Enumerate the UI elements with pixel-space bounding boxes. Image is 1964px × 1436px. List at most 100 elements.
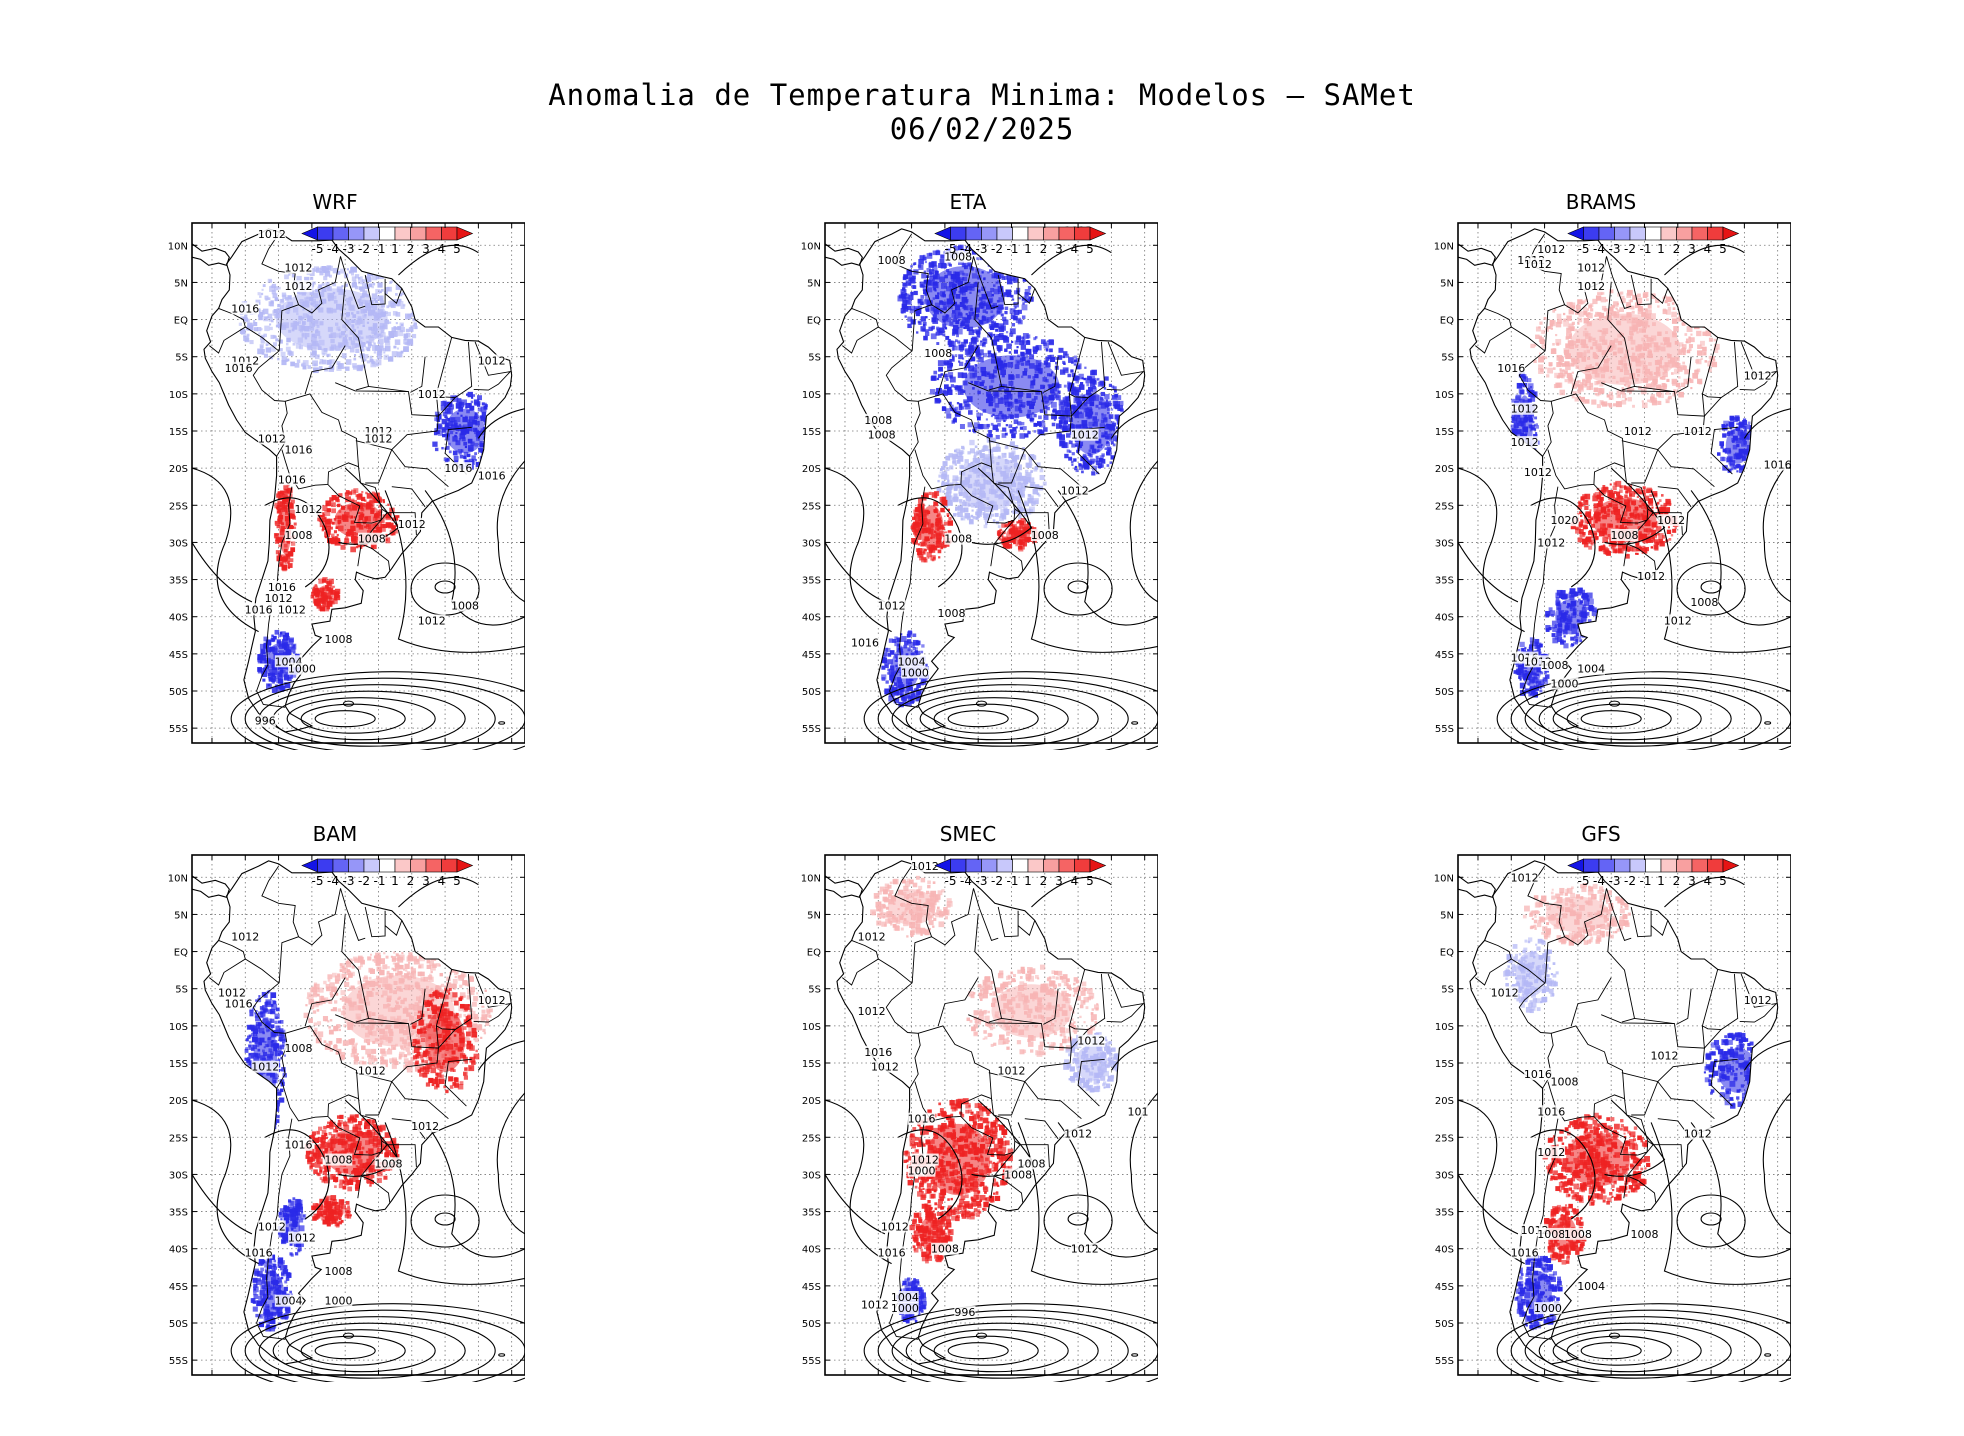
isobar-label: 1012 [398,518,426,531]
anomaly-pixel [1672,392,1677,397]
anomaly-pixel [1661,375,1666,380]
anomaly-pixel [286,636,290,640]
anomaly-pixel [1599,382,1604,387]
anomaly-pixel [1673,326,1679,332]
anomaly-pixel [290,541,296,546]
anomaly-pixel [907,316,913,322]
anomaly-pixel [939,327,945,334]
isobar-label: 1016 [444,462,472,475]
anomaly-pixel [382,500,386,504]
isobar-label-bg [254,714,276,727]
isobar-label-bg [851,636,879,649]
lat-label: 55S [802,724,821,735]
anomaly-pixel [274,297,279,302]
anomaly-pixel [944,375,949,380]
anomaly-pixel [1673,389,1676,392]
anomaly-pixel [1062,367,1069,374]
anomaly-pixel [240,316,243,319]
anomaly-pixel [376,354,382,360]
anomaly-pixel [1549,319,1555,325]
colorbar-swatch [394,226,411,241]
anomaly-pixel [260,339,265,344]
anomaly-pixel [957,511,963,518]
anomaly-pixel [1531,391,1538,398]
anomaly-pixel [902,296,909,303]
anomaly-pixel [1708,368,1712,373]
anomaly-pixel [277,518,280,522]
anomaly-pixel [951,455,956,460]
anomaly-pixel [287,487,293,493]
anomaly-pixel [967,451,971,455]
anomaly-pixel [361,348,365,352]
anomaly-pixel [1014,501,1017,505]
anomaly-pixel [322,601,327,606]
colorbar-swatch [950,226,967,241]
anomaly-pixel [244,314,247,318]
anomaly-pixel [978,449,983,454]
anomaly-pixel [950,384,955,388]
isobar-label: 1016 [285,444,313,457]
isobar-label-bg [444,462,473,475]
anomaly-pixel [1667,397,1670,400]
anomaly-pixel [959,502,963,505]
border-line [341,282,370,391]
anomaly-pixel [1000,512,1005,517]
anomaly-pixel [271,634,274,637]
anomaly-pixel [1548,326,1552,330]
anomaly-pixel [989,325,995,331]
anomaly-pixel [1024,433,1029,438]
anomaly-pixel [388,522,394,528]
anomaly-pixel [384,533,388,538]
island [1131,721,1139,725]
anomaly-pixel [1112,386,1117,391]
anomaly-pixel [1606,402,1610,406]
anomaly-pixel [1671,372,1674,375]
isobar-label: 996 [255,715,276,728]
anomaly-pixel [985,512,992,519]
panel-wrf: WRF 1012 1012 1012 1016 1012 1016 1012 1012 1012… [145,190,525,750]
anomaly-pixel [351,540,354,544]
isobar-line [314,710,376,728]
anomaly-pixel [1082,453,1087,458]
isobar-label-bg [1070,428,1099,441]
anomaly-pixel [290,643,297,650]
anomaly-pixel [375,359,382,366]
anomaly-pixel [1062,355,1065,359]
anomaly-pixel [1057,355,1063,360]
anomaly-pixel [1046,340,1050,343]
anomaly-pixel [1012,427,1017,432]
colorbar-swatch [410,226,427,241]
anomaly-pixel [349,347,355,353]
anomaly-pixel [264,325,270,332]
lat-label: 10S [802,390,821,401]
anomaly-pixel [1025,477,1031,483]
anomaly-pixel [956,459,961,464]
anomaly-pixel [285,346,291,352]
anomaly-pixel [980,413,983,416]
anomaly-pixel [1068,450,1072,453]
anomaly-pixel [956,328,963,335]
anomaly-pixel [1585,314,1589,317]
anomaly-pixel [1046,406,1050,411]
anomaly-pixel [378,338,384,344]
anomaly-pixel [1111,421,1115,425]
anomaly-pixel [1539,339,1545,345]
anomaly-pixel [1020,344,1027,350]
anomaly-pixel [270,638,275,643]
anomaly-pixel [912,646,917,651]
anomaly-pixel [452,450,458,456]
anomaly-pixel [902,696,908,702]
anomaly-pixel [897,295,904,302]
anomaly-pixel [1650,394,1656,399]
isobar-label: 1008 [325,633,353,646]
anomaly-pixel [1563,348,1569,354]
anomaly-pixel [1075,363,1082,370]
anomaly-pixel [458,451,462,455]
anomaly-pixel [289,509,296,516]
anomaly-pixel [401,291,405,295]
anomaly-pixel [1608,395,1614,400]
anomaly-pixel [344,538,350,544]
anomaly-pixel [436,423,442,429]
anomaly-pixel [1067,381,1070,384]
anomaly-pixel [440,405,447,411]
